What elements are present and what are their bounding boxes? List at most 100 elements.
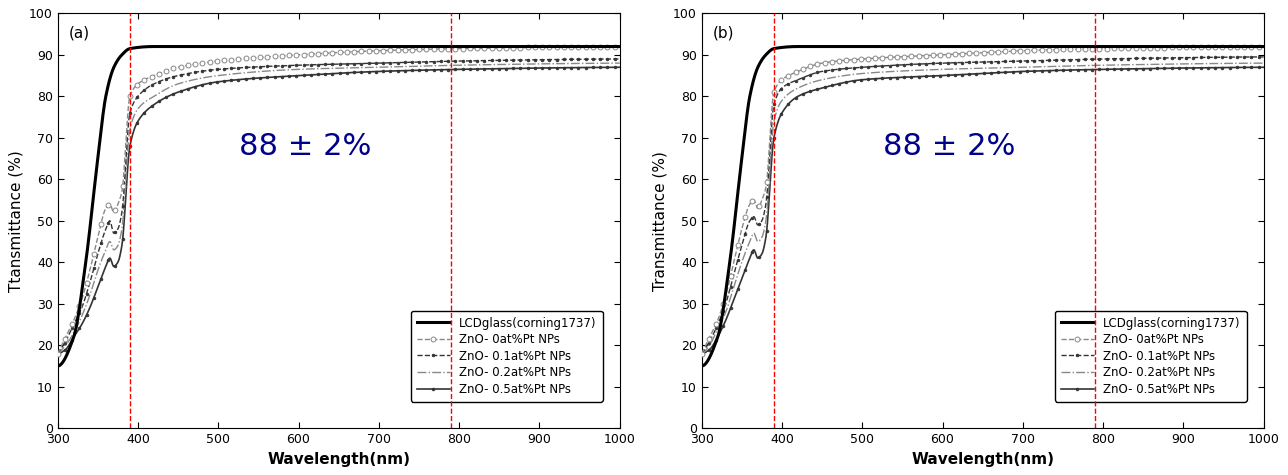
ZnO- 0at%Pt NPs: [243, 55, 259, 61]
ZnO- 0.2at%Pt NPs: [50, 351, 66, 356]
ZnO- 0at%Pt NPs: [1256, 44, 1271, 49]
ZnO- 0.5at%Pt NPs: [604, 65, 620, 70]
ZnO- 0at%Pt NPs: [50, 351, 66, 356]
Line: ZnO- 0at%Pt NPs: ZnO- 0at%Pt NPs: [55, 44, 622, 356]
ZnO- 0.1at%Pt NPs: [604, 56, 620, 62]
LCDglass(corning1737): [243, 44, 259, 49]
ZnO- 0.2at%Pt NPs: [694, 351, 710, 356]
LCDglass(corning1737): [147, 44, 162, 49]
ZnO- 0.5at%Pt NPs: [309, 72, 325, 77]
Y-axis label: Ttansmittance (%): Ttansmittance (%): [8, 150, 23, 292]
ZnO- 0.2at%Pt NPs: [604, 60, 620, 66]
LCDglass(corning1737): [954, 44, 970, 49]
LCDglass(corning1737): [345, 44, 361, 49]
ZnO- 0at%Pt NPs: [309, 51, 325, 57]
ZnO- 0.5at%Pt NPs: [887, 75, 903, 80]
ZnO- 0.5at%Pt NPs: [1150, 66, 1166, 71]
LCDglass(corning1737): [506, 44, 522, 49]
ZnO- 0at%Pt NPs: [953, 51, 969, 57]
Line: ZnO- 0.2at%Pt NPs: ZnO- 0.2at%Pt NPs: [702, 63, 1264, 353]
ZnO- 0.2at%Pt NPs: [989, 65, 1005, 71]
ZnO- 0.1at%Pt NPs: [243, 64, 259, 70]
ZnO- 0.5at%Pt NPs: [506, 66, 522, 71]
Legend: LCDglass(corning1737), ZnO- 0at%Pt NPs, ZnO- 0.1at%Pt NPs, ZnO- 0.2at%Pt NPs, Zn: LCDglass(corning1737), ZnO- 0at%Pt NPs, …: [1055, 311, 1247, 401]
ZnO- 0.1at%Pt NPs: [953, 60, 969, 66]
ZnO- 0.1at%Pt NPs: [309, 62, 325, 67]
Line: ZnO- 0.5at%Pt NPs: ZnO- 0.5at%Pt NPs: [55, 65, 622, 356]
ZnO- 0at%Pt NPs: [612, 44, 627, 49]
ZnO- 0.5at%Pt NPs: [345, 70, 361, 76]
Line: ZnO- 0.5at%Pt NPs: ZnO- 0.5at%Pt NPs: [699, 65, 1266, 356]
Text: 88 ± 2%: 88 ± 2%: [882, 132, 1015, 161]
ZnO- 0.1at%Pt NPs: [1248, 54, 1264, 60]
LCDglass(corning1737): [612, 44, 627, 49]
ZnO- 0.5at%Pt NPs: [612, 65, 627, 70]
Legend: LCDglass(corning1737), ZnO- 0at%Pt NPs, ZnO- 0.1at%Pt NPs, ZnO- 0.2at%Pt NPs, Zn: LCDglass(corning1737), ZnO- 0at%Pt NPs, …: [411, 311, 603, 401]
ZnO- 0.1at%Pt NPs: [887, 62, 903, 68]
ZnO- 0.5at%Pt NPs: [185, 84, 201, 90]
ZnO- 0.1at%Pt NPs: [829, 66, 845, 72]
ZnO- 0.5at%Pt NPs: [829, 81, 845, 87]
ZnO- 0.5at%Pt NPs: [1248, 65, 1264, 70]
Line: ZnO- 0at%Pt NPs: ZnO- 0at%Pt NPs: [699, 44, 1266, 356]
ZnO- 0.2at%Pt NPs: [345, 65, 361, 71]
Y-axis label: Transmittance (%): Transmittance (%): [652, 151, 667, 291]
ZnO- 0.1at%Pt NPs: [1150, 55, 1166, 61]
Text: (b): (b): [712, 26, 734, 41]
ZnO- 0at%Pt NPs: [1150, 45, 1166, 50]
LCDglass(corning1737): [1248, 44, 1264, 49]
ZnO- 0at%Pt NPs: [887, 54, 903, 60]
ZnO- 0.2at%Pt NPs: [309, 66, 325, 72]
Line: LCDglass(corning1737): LCDglass(corning1737): [58, 47, 620, 366]
ZnO- 0at%Pt NPs: [345, 49, 361, 55]
LCDglass(corning1737): [604, 44, 620, 49]
ZnO- 0.2at%Pt NPs: [612, 60, 627, 66]
ZnO- 0.2at%Pt NPs: [185, 77, 201, 83]
Line: ZnO- 0.1at%Pt NPs: ZnO- 0.1at%Pt NPs: [55, 56, 622, 356]
ZnO- 0at%Pt NPs: [989, 49, 1005, 55]
ZnO- 0.1at%Pt NPs: [506, 57, 522, 63]
ZnO- 0at%Pt NPs: [694, 351, 710, 356]
LCDglass(corning1737): [1150, 44, 1166, 49]
X-axis label: Wavelength(nm): Wavelength(nm): [911, 452, 1054, 466]
ZnO- 0.2at%Pt NPs: [1256, 60, 1271, 66]
ZnO- 0.2at%Pt NPs: [887, 68, 903, 74]
ZnO- 0.2at%Pt NPs: [1248, 60, 1264, 66]
ZnO- 0.5at%Pt NPs: [243, 76, 259, 81]
ZnO- 0at%Pt NPs: [185, 61, 201, 67]
ZnO- 0.1at%Pt NPs: [345, 61, 361, 67]
ZnO- 0at%Pt NPs: [604, 44, 620, 49]
ZnO- 0.5at%Pt NPs: [1256, 65, 1271, 70]
ZnO- 0at%Pt NPs: [829, 58, 845, 64]
LCDglass(corning1737): [887, 44, 903, 49]
ZnO- 0at%Pt NPs: [1248, 44, 1264, 49]
Line: LCDglass(corning1737): LCDglass(corning1737): [702, 47, 1264, 366]
ZnO- 0.1at%Pt NPs: [1256, 54, 1271, 60]
LCDglass(corning1737): [187, 44, 202, 49]
LCDglass(corning1737): [989, 44, 1005, 49]
Line: ZnO- 0.2at%Pt NPs: ZnO- 0.2at%Pt NPs: [58, 63, 620, 353]
ZnO- 0.2at%Pt NPs: [1150, 61, 1166, 67]
LCDglass(corning1737): [310, 44, 326, 49]
LCDglass(corning1737): [831, 44, 846, 49]
ZnO- 0.5at%Pt NPs: [953, 72, 969, 77]
ZnO- 0.2at%Pt NPs: [243, 69, 259, 75]
ZnO- 0.2at%Pt NPs: [953, 66, 969, 72]
ZnO- 0.5at%Pt NPs: [989, 70, 1005, 76]
ZnO- 0.1at%Pt NPs: [50, 351, 66, 356]
ZnO- 0.1at%Pt NPs: [989, 59, 1005, 65]
ZnO- 0.2at%Pt NPs: [829, 74, 845, 79]
ZnO- 0.5at%Pt NPs: [50, 351, 66, 356]
ZnO- 0.2at%Pt NPs: [506, 61, 522, 67]
ZnO- 0.1at%Pt NPs: [185, 70, 201, 76]
ZnO- 0.1at%Pt NPs: [612, 56, 627, 62]
LCDglass(corning1737): [50, 363, 66, 369]
Text: 88 ± 2%: 88 ± 2%: [238, 132, 371, 161]
Text: (a): (a): [68, 26, 90, 41]
LCDglass(corning1737): [791, 44, 806, 49]
ZnO- 0at%Pt NPs: [506, 45, 522, 50]
X-axis label: Wavelength(nm): Wavelength(nm): [267, 452, 410, 466]
ZnO- 0.5at%Pt NPs: [694, 351, 710, 356]
ZnO- 0.1at%Pt NPs: [694, 351, 710, 356]
LCDglass(corning1737): [1256, 44, 1271, 49]
